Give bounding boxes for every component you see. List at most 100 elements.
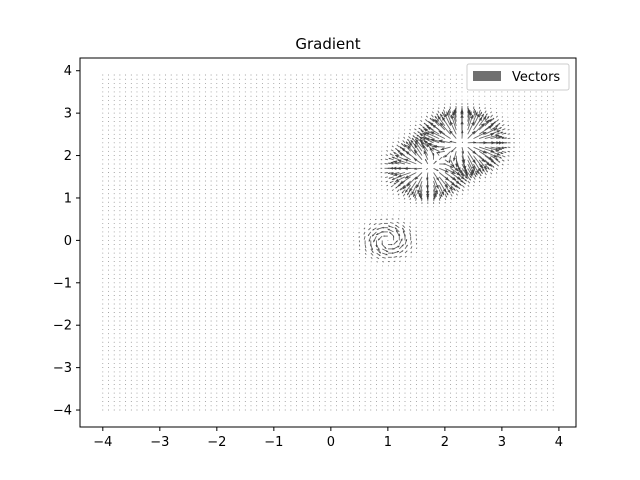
vector-dot	[147, 172, 149, 173]
vector-dot	[353, 328, 355, 330]
vector-dot	[182, 392, 184, 394]
vector-dot	[444, 282, 446, 284]
vector-dot	[147, 265, 149, 267]
vector-dot	[301, 150, 303, 152]
vector-dot	[307, 189, 309, 190]
vector-dot	[336, 299, 338, 301]
vector-dot	[165, 193, 166, 195]
vector-dot	[204, 231, 206, 233]
vector-dot	[165, 142, 166, 144]
vector-dot	[455, 286, 457, 288]
vector-dot	[193, 82, 195, 84]
vector-dot	[450, 388, 452, 390]
vector-dot	[187, 239, 189, 241]
vector-dot	[102, 129, 104, 131]
vector-dot	[267, 261, 269, 263]
vector-dot	[341, 78, 343, 80]
vector-dot	[358, 354, 360, 356]
vector-arrow	[414, 138, 423, 148]
vector-dot	[307, 108, 309, 110]
vector-dot	[165, 307, 166, 309]
vector-dot	[330, 290, 332, 292]
vector-arrow	[392, 141, 394, 144]
vector-dot	[290, 375, 292, 377]
vector-dot	[119, 133, 121, 135]
vector-dot	[307, 273, 309, 275]
vector-dot	[153, 350, 155, 352]
vector-dot	[261, 244, 263, 246]
vector-dot	[398, 121, 400, 123]
vector-dot	[279, 328, 280, 330]
vector-dot	[324, 299, 326, 301]
vector-dot	[364, 405, 366, 407]
vector-dot	[170, 108, 172, 110]
vector-dot	[102, 99, 104, 101]
vector-dot	[433, 379, 434, 381]
vector-dot	[267, 197, 269, 199]
vector-dot	[165, 312, 166, 313]
vector-dot	[153, 354, 155, 356]
vector-dot	[216, 362, 218, 364]
vector-dot	[227, 163, 229, 165]
vector-dot	[324, 104, 326, 106]
vector-dot	[273, 320, 275, 322]
vector-dot	[187, 350, 189, 352]
vector-dot	[427, 218, 429, 220]
vector-dot	[347, 295, 349, 296]
vector-dot	[119, 125, 121, 127]
vector-dot	[199, 189, 201, 190]
vector-dot	[159, 409, 161, 411]
vector-dot	[433, 278, 434, 280]
vector-arrow	[417, 180, 423, 194]
vector-dot	[187, 354, 189, 356]
vector-dot	[261, 129, 263, 131]
vector-dot	[296, 333, 298, 335]
vector-dot	[250, 320, 252, 322]
vector-dot	[153, 307, 155, 309]
vector-dot	[313, 367, 315, 369]
vector-dot	[108, 333, 109, 335]
vector-arrow	[367, 231, 372, 237]
vector-dot	[410, 388, 412, 390]
vector-dot	[108, 146, 109, 148]
vector-dot	[142, 265, 144, 267]
vector-arrow	[404, 239, 408, 245]
vector-dot	[222, 261, 223, 263]
vector-dot	[210, 138, 212, 140]
vector-dot	[279, 405, 280, 407]
vector-dot	[433, 307, 434, 309]
vector-dot	[313, 227, 315, 229]
vector-dot	[318, 184, 320, 186]
vector-dot	[284, 401, 286, 403]
vector-dot	[376, 193, 377, 195]
vector-dot	[256, 303, 258, 305]
vector-dot	[393, 91, 395, 93]
vector-dot	[267, 337, 269, 339]
vector-dot	[204, 112, 206, 114]
vector-dot	[273, 104, 275, 106]
vector-dot	[256, 197, 258, 199]
vector-dot	[427, 324, 429, 326]
vector-dot	[438, 286, 440, 288]
vector-dot	[296, 133, 298, 135]
vector-dot	[102, 362, 104, 364]
vector-dot	[267, 180, 269, 182]
vector-dot	[153, 261, 155, 263]
vector-dot	[147, 362, 149, 364]
vector-dot	[353, 371, 355, 373]
vector-dot	[324, 256, 326, 258]
vector-dot	[421, 396, 423, 398]
vector-dot	[142, 252, 144, 254]
vector-arrow	[370, 256, 373, 259]
vector-dot	[267, 312, 269, 313]
vector-dot	[199, 388, 201, 390]
vector-dot	[433, 78, 434, 80]
vector-dot	[324, 116, 326, 118]
vector-dot	[415, 375, 417, 377]
vector-dot	[204, 333, 206, 335]
vector-dot	[267, 290, 269, 292]
vector-dot	[438, 388, 440, 390]
vector-dot	[216, 248, 218, 250]
vector-dot	[290, 290, 292, 292]
vector-dot	[233, 261, 235, 263]
